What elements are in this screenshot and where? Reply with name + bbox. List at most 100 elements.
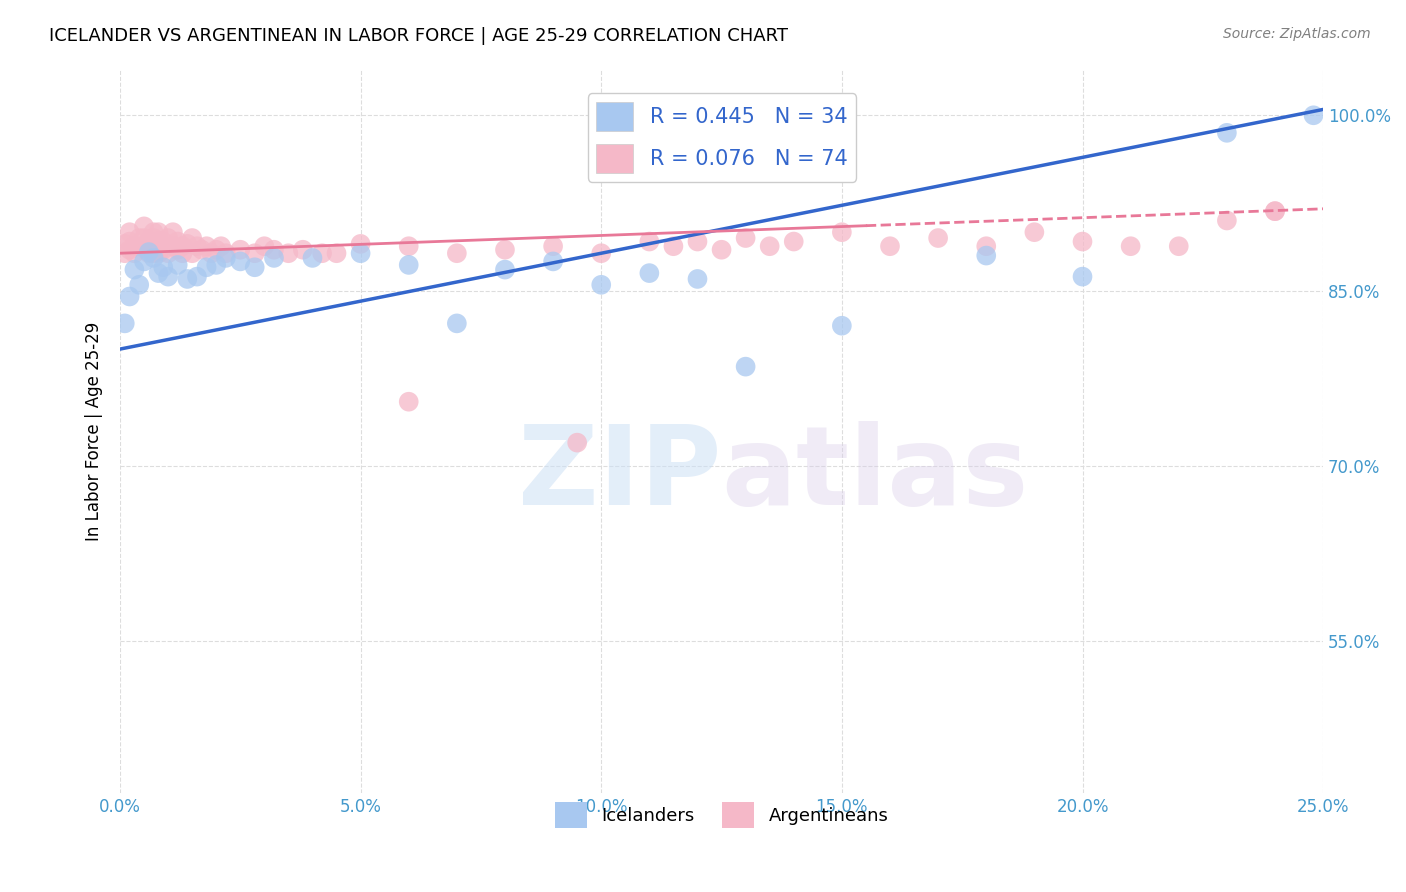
Point xyxy=(162,225,184,239)
Point xyxy=(128,239,150,253)
Point xyxy=(215,251,238,265)
Point xyxy=(277,246,299,260)
Point xyxy=(186,269,208,284)
Point xyxy=(1167,239,1189,253)
Point xyxy=(710,243,733,257)
Point xyxy=(209,239,232,253)
Point xyxy=(172,239,194,253)
Point xyxy=(124,239,146,253)
Y-axis label: In Labor Force | Age 25-29: In Labor Force | Age 25-29 xyxy=(86,321,103,541)
Text: ZIP: ZIP xyxy=(519,421,721,528)
Point xyxy=(1302,108,1324,122)
Point xyxy=(398,394,420,409)
Point xyxy=(205,243,228,257)
Point xyxy=(138,246,160,260)
Point xyxy=(157,269,180,284)
Point xyxy=(758,239,780,253)
Point xyxy=(128,277,150,292)
Point xyxy=(311,246,333,260)
Point xyxy=(253,239,276,253)
Point xyxy=(172,246,194,260)
Point xyxy=(734,359,756,374)
Point xyxy=(157,231,180,245)
Point xyxy=(176,272,198,286)
Point xyxy=(783,235,806,249)
Point xyxy=(166,243,188,257)
Point xyxy=(162,239,184,253)
Text: atlas: atlas xyxy=(721,421,1029,528)
Point xyxy=(974,249,997,263)
Point xyxy=(291,243,314,257)
Point xyxy=(229,254,252,268)
Point xyxy=(114,236,136,251)
Legend: Icelanders, Argentineans: Icelanders, Argentineans xyxy=(547,795,896,835)
Point xyxy=(243,260,266,275)
Point xyxy=(166,258,188,272)
Point xyxy=(927,231,949,245)
Point xyxy=(229,243,252,257)
Point xyxy=(831,225,853,239)
Point xyxy=(138,235,160,249)
Point xyxy=(541,239,564,253)
Point xyxy=(301,251,323,265)
Text: Source: ZipAtlas.com: Source: ZipAtlas.com xyxy=(1223,27,1371,41)
Point xyxy=(686,272,709,286)
Point xyxy=(638,235,661,249)
Point xyxy=(132,231,155,245)
Point xyxy=(118,225,141,239)
Point xyxy=(148,225,170,239)
Point xyxy=(138,245,160,260)
Point xyxy=(166,235,188,249)
Point xyxy=(494,243,516,257)
Point xyxy=(124,262,146,277)
Point xyxy=(124,246,146,260)
Point xyxy=(148,246,170,260)
Point xyxy=(243,246,266,260)
Point xyxy=(132,254,155,268)
Point xyxy=(446,246,468,260)
Point xyxy=(142,251,165,265)
Point xyxy=(263,243,285,257)
Point xyxy=(541,254,564,268)
Point xyxy=(142,225,165,239)
Point xyxy=(1264,204,1286,219)
Point xyxy=(118,243,141,257)
Point xyxy=(181,231,204,245)
Point xyxy=(398,239,420,253)
Point xyxy=(142,231,165,245)
Point xyxy=(1119,239,1142,253)
Point xyxy=(1216,126,1239,140)
Point xyxy=(591,246,613,260)
Point xyxy=(567,435,589,450)
Point xyxy=(176,236,198,251)
Point xyxy=(662,239,685,253)
Text: ICELANDER VS ARGENTINEAN IN LABOR FORCE | AGE 25-29 CORRELATION CHART: ICELANDER VS ARGENTINEAN IN LABOR FORCE … xyxy=(49,27,789,45)
Point xyxy=(152,243,174,257)
Point xyxy=(734,231,756,245)
Point xyxy=(114,317,136,331)
Point xyxy=(398,258,420,272)
Point xyxy=(157,246,180,260)
Point xyxy=(1071,269,1094,284)
Point xyxy=(974,239,997,253)
Point xyxy=(1264,204,1286,219)
Point xyxy=(152,260,174,275)
Point xyxy=(349,236,371,251)
Point xyxy=(195,260,218,275)
Point xyxy=(215,246,238,260)
Point xyxy=(118,289,141,303)
Point xyxy=(181,246,204,260)
Point xyxy=(132,219,155,234)
Point xyxy=(148,235,170,249)
Point xyxy=(494,262,516,277)
Point xyxy=(132,239,155,253)
Point xyxy=(142,246,165,260)
Point xyxy=(879,239,901,253)
Point xyxy=(638,266,661,280)
Point xyxy=(186,239,208,253)
Point xyxy=(205,258,228,272)
Point xyxy=(446,317,468,331)
Point xyxy=(148,266,170,280)
Point xyxy=(1071,235,1094,249)
Point xyxy=(831,318,853,333)
